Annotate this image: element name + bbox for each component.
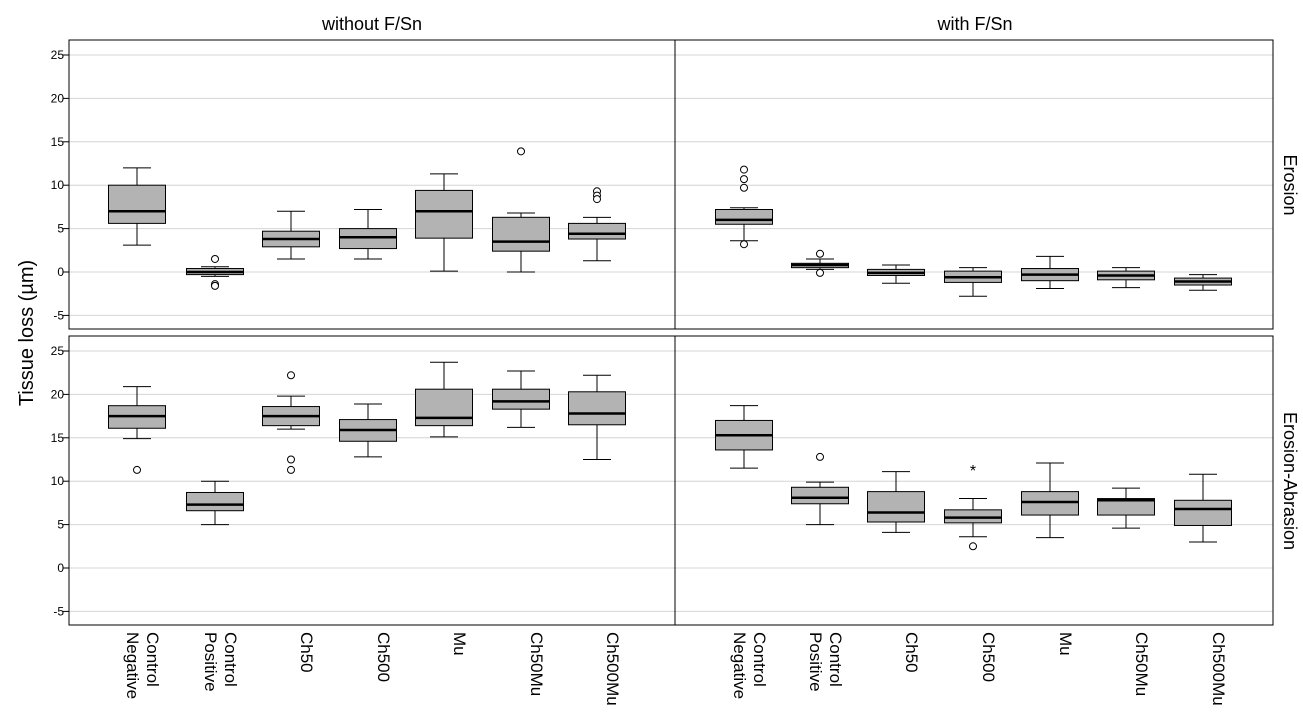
category-label: Positive: [201, 632, 220, 692]
y-tick-label: 10: [51, 474, 65, 488]
category-label: Mu: [1056, 632, 1075, 656]
y-axis-label: Tissue loss (µm): [16, 260, 38, 406]
y-tick-label: 20: [51, 91, 65, 105]
category-label: Control: [750, 632, 769, 687]
box-iqr: [492, 388, 550, 410]
row-title-erosion: Erosion: [1280, 154, 1300, 215]
y-tick-label: 10: [51, 178, 65, 192]
y-tick-label: -5: [53, 308, 64, 322]
y-tick-label: -5: [53, 604, 64, 618]
box-iqr: [1097, 498, 1155, 516]
outlier-point: [287, 371, 295, 380]
outlier-point: [740, 175, 748, 184]
category-label: Positive: [806, 632, 825, 692]
extreme-point: *: [970, 463, 976, 480]
category-label: Ch500Mu: [603, 632, 622, 706]
grid-layer: [69, 54, 1273, 612]
category-label: Control: [826, 632, 845, 687]
category-label: Ch500Mu: [1209, 632, 1228, 706]
box-iqr: [1174, 499, 1232, 526]
category-label: Ch500: [374, 632, 393, 682]
box-iqr: [568, 391, 626, 426]
y-tick-label: 20: [51, 387, 65, 401]
y-tick-label: 5: [57, 518, 64, 532]
column-title-without-fsn: without F/Sn: [321, 14, 422, 34]
box-iqr: [492, 216, 550, 252]
box-iqr: [867, 491, 925, 523]
box-iqr: [415, 388, 473, 427]
box-iqr: [186, 491, 244, 512]
y-tick-label: 5: [57, 222, 64, 236]
box-iqr: [1021, 491, 1079, 516]
outlier-point: [816, 249, 824, 258]
box-iqr: [339, 228, 397, 250]
y-tick-label: 15: [51, 135, 65, 149]
box-iqr: [791, 486, 849, 505]
outlier-point: [969, 542, 977, 551]
category-label: Mu: [450, 632, 469, 656]
category-label: Ch50: [297, 632, 316, 673]
y-tick-label: 25: [51, 344, 65, 358]
panel-frame: [68, 39, 676, 330]
outlier-point: [593, 195, 601, 204]
category-label: Ch50Mu: [1132, 632, 1151, 696]
outlier-point: [287, 455, 295, 464]
box-iqr: [108, 184, 166, 224]
panel-frame: [68, 335, 676, 626]
outlier-point: [211, 254, 219, 263]
outlier-point: [740, 240, 748, 249]
category-label: Negative: [730, 632, 749, 699]
y-tick-label: 15: [51, 431, 65, 445]
outlier-point: [517, 147, 525, 156]
category-label: Ch50: [902, 632, 921, 673]
category-label: Ch50Mu: [527, 632, 546, 696]
y-tick-label: 0: [57, 265, 64, 279]
box-iqr: [415, 189, 473, 239]
box-iqr: [568, 222, 626, 240]
y-tick-label: 25: [51, 48, 65, 62]
panel-frame: [674, 39, 1274, 330]
outlier-point: [211, 281, 219, 290]
row-title-erosion-abrasion: Erosion-Abrasion: [1280, 412, 1300, 550]
outlier-point: [133, 465, 141, 474]
category-label: Negative: [123, 632, 142, 699]
box-iqr: [715, 209, 773, 225]
outlier-point: [816, 268, 824, 277]
column-title-with-fsn: with F/Sn: [936, 14, 1012, 34]
outlier-point: [816, 452, 824, 461]
box-layer: *: [108, 147, 1232, 551]
box-iqr: [944, 509, 1002, 524]
outlier-point: [740, 165, 748, 174]
outlier-point: [287, 465, 295, 474]
panel-frame: [674, 335, 1274, 626]
frame-layer: [68, 39, 1274, 626]
category-label: Control: [143, 632, 162, 687]
y-tick-label: 0: [57, 561, 64, 575]
outlier-point: [740, 183, 748, 192]
category-label: Ch500: [979, 632, 998, 682]
category-label: Control: [221, 632, 240, 687]
